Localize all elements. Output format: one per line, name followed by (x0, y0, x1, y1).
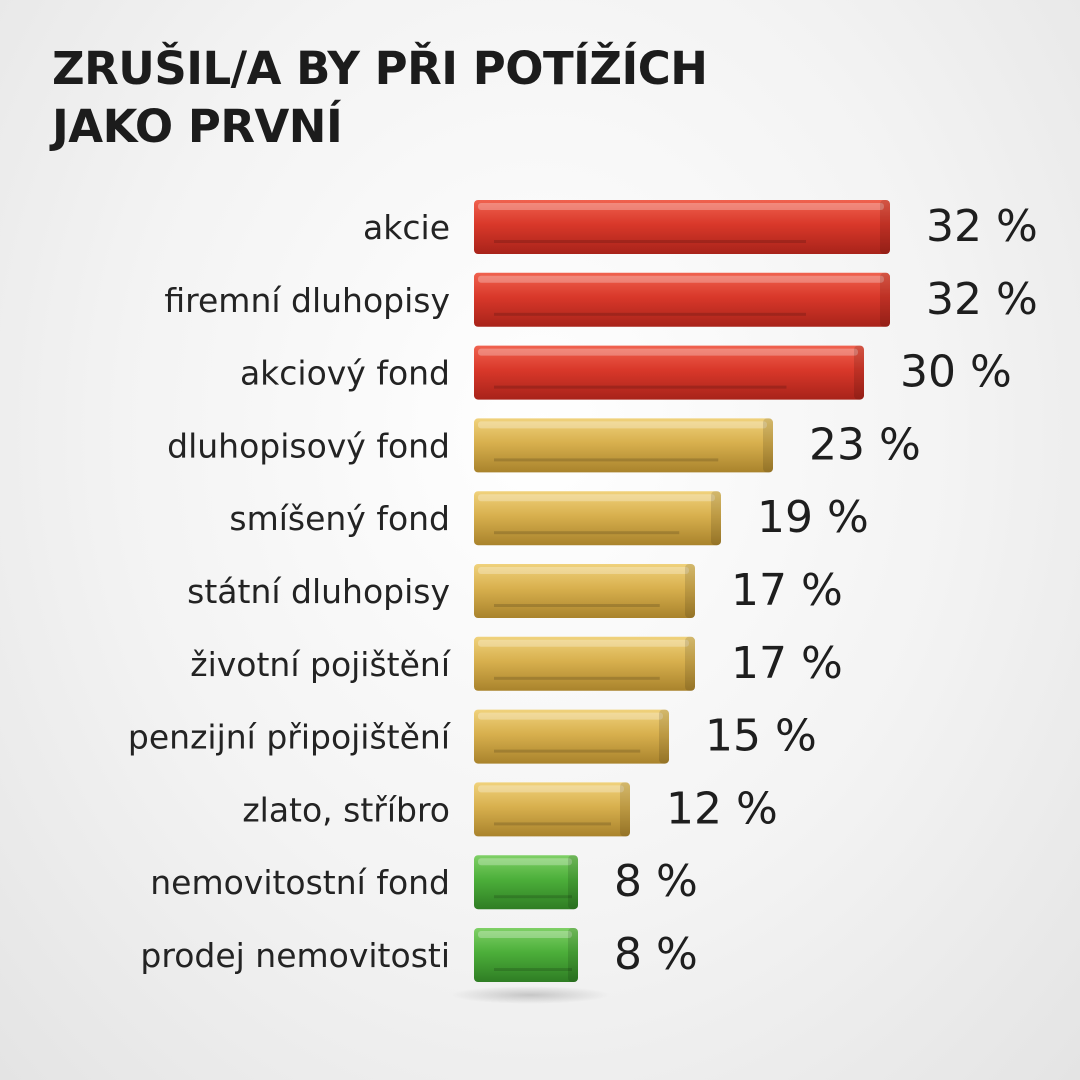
bar-end-cap (854, 345, 864, 400)
bar-group: dluhopisový fond 23 % (167, 418, 921, 473)
value-label: 32 % (926, 274, 1038, 325)
bar-highlight (478, 785, 624, 793)
bars-layer: akcie 32 % firemní dluhopisy 32 % akciový fo… (128, 200, 1038, 982)
bar-groove (494, 749, 641, 753)
category-label: zlato, stříbro (242, 790, 450, 829)
bar (474, 491, 721, 546)
bar-groove (494, 604, 660, 607)
bar-highlight (478, 203, 884, 210)
bar (474, 782, 630, 837)
bar (474, 709, 669, 764)
bar (474, 200, 890, 254)
bar-group: zlato, stříbro 12 % (242, 782, 778, 837)
bar-group: životní pojištění 17 % (190, 636, 843, 691)
bar-highlight (478, 348, 858, 356)
bar-groove (494, 676, 660, 680)
value-label: 17 % (731, 638, 843, 689)
bar (474, 345, 864, 400)
category-label: firemní dluhopisy (164, 281, 450, 320)
category-label: akcie (363, 208, 450, 247)
floor-shadow (450, 986, 610, 1004)
bar (474, 418, 773, 473)
bar-highlight (478, 421, 767, 429)
bar-groove (494, 895, 572, 899)
bar-highlight (478, 639, 689, 647)
bar-highlight (478, 494, 715, 502)
bar-end-cap (568, 855, 578, 910)
bar-end-cap (620, 782, 630, 837)
bar (474, 855, 578, 910)
bar-group: státní dluhopisy 17 % (187, 564, 843, 618)
bar-end-cap (568, 928, 578, 982)
value-label: 15 % (705, 711, 817, 762)
value-label: 8 % (614, 929, 698, 980)
category-label: životní pojištění (190, 645, 452, 684)
bar (474, 272, 890, 327)
bar-end-cap (685, 564, 695, 618)
category-label: akciový fond (240, 354, 450, 393)
value-label: 17 % (731, 565, 843, 616)
chart-title-line-1: ZRUŠIL/A BY PŘI POTÍŽÍCH (52, 42, 708, 95)
value-label: 12 % (666, 783, 778, 834)
category-label: smíšený fond (229, 499, 450, 538)
category-label: státní dluhopisy (187, 572, 450, 611)
bar-highlight (478, 712, 663, 720)
chart-title: ZRUŠIL/A BY PŘI POTÍŽÍCH JAKO PRVNÍ (52, 40, 708, 156)
value-label: 30 % (900, 347, 1012, 398)
bar-group: prodej nemovitosti 8 % (140, 928, 698, 982)
bar-group: akciový fond 30 % (240, 345, 1012, 400)
bar-end-cap (711, 491, 721, 546)
bar-group: akcie 32 % (363, 200, 1038, 254)
bar-highlight (478, 567, 689, 574)
bar-end-cap (763, 418, 773, 473)
bar-group: smíšený fond 19 % (229, 491, 869, 546)
bar-highlight (478, 858, 572, 866)
bar-groove (494, 531, 680, 535)
bar-highlight (478, 275, 884, 283)
bar (474, 928, 578, 982)
bar-end-cap (880, 200, 890, 254)
bar-group: firemní dluhopisy 32 % (164, 272, 1038, 327)
bar-groove (494, 458, 719, 462)
bar-groove (494, 385, 787, 389)
bar-groove (494, 822, 611, 826)
category-label: nemovitostní fond (150, 863, 450, 902)
bar-end-cap (685, 636, 695, 691)
bar-groove (494, 312, 806, 316)
category-label: penzijní připojištění (128, 718, 452, 757)
value-label: 8 % (614, 856, 698, 907)
chart-title-line-2: JAKO PRVNÍ (52, 100, 343, 153)
category-label: prodej nemovitosti (140, 936, 450, 975)
value-label: 23 % (809, 419, 921, 470)
value-label: 19 % (757, 492, 869, 543)
bar-group: penzijní připojištění 15 % (128, 709, 817, 764)
bar-groove (494, 968, 572, 971)
bar-highlight (478, 931, 572, 938)
bar-groove (494, 240, 806, 243)
bar (474, 564, 695, 618)
category-label: dluhopisový fond (167, 426, 450, 465)
bar-group: nemovitostní fond 8 % (150, 855, 698, 910)
bar-end-cap (659, 709, 669, 764)
bar-end-cap (880, 272, 890, 327)
value-label: 32 % (926, 201, 1038, 252)
bar (474, 636, 695, 691)
